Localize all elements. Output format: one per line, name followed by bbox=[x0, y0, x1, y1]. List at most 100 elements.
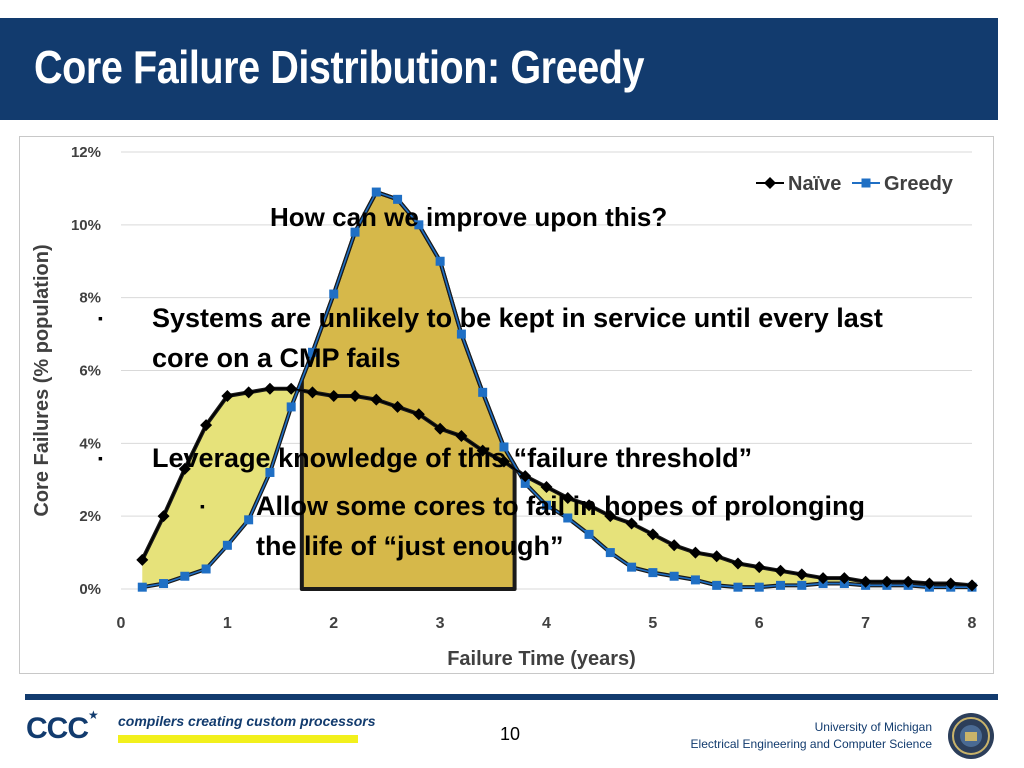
data-point bbox=[393, 194, 403, 204]
footer-divider bbox=[25, 694, 998, 700]
data-point bbox=[476, 444, 489, 457]
x-tick-label: 8 bbox=[968, 615, 977, 632]
data-point bbox=[435, 256, 445, 266]
data-point bbox=[178, 462, 191, 475]
data-point bbox=[668, 539, 681, 552]
data-point bbox=[370, 393, 383, 406]
y-tick-label: 2% bbox=[79, 508, 101, 525]
sub-bullet-text: Allow some cores to fail in hopes of pro… bbox=[256, 491, 866, 561]
data-point bbox=[520, 478, 530, 488]
series-line bbox=[142, 191, 972, 588]
y-axis-label: Core Failures (% population) bbox=[31, 244, 53, 516]
data-point bbox=[434, 422, 447, 435]
data-point bbox=[795, 568, 808, 581]
tagline-highlight bbox=[118, 735, 358, 743]
data-point bbox=[350, 227, 360, 237]
data-point bbox=[733, 582, 743, 592]
title-bar bbox=[0, 18, 998, 120]
data-point bbox=[244, 515, 254, 525]
data-point bbox=[838, 572, 851, 585]
data-point bbox=[519, 470, 532, 483]
x-tick-label: 0 bbox=[117, 615, 126, 632]
data-point bbox=[414, 220, 424, 230]
data-point bbox=[371, 187, 381, 197]
x-tick-label: 5 bbox=[648, 615, 657, 632]
series-line bbox=[141, 387, 973, 587]
data-point bbox=[923, 577, 936, 590]
x-tick-label: 3 bbox=[436, 615, 445, 632]
data-point bbox=[712, 580, 722, 590]
data-point bbox=[159, 579, 169, 589]
data-point bbox=[563, 513, 573, 523]
x-tick-label: 6 bbox=[755, 615, 764, 632]
data-point bbox=[605, 548, 615, 558]
department-name: Electrical Engineering and Computer Scie… bbox=[690, 737, 932, 751]
ccc-logo: CCC bbox=[26, 712, 89, 745]
data-point bbox=[753, 561, 766, 574]
data-point bbox=[648, 568, 658, 578]
data-point bbox=[221, 389, 234, 402]
data-point bbox=[627, 562, 637, 572]
data-point bbox=[412, 408, 425, 421]
data-point bbox=[478, 387, 488, 397]
data-point bbox=[583, 499, 596, 512]
legend-marker bbox=[861, 178, 871, 188]
data-point bbox=[329, 289, 339, 299]
x-axis-label: Failure Time (years) bbox=[447, 648, 636, 670]
university-name: University of Michigan bbox=[814, 720, 932, 734]
data-point bbox=[286, 402, 296, 412]
slide-title: Core Failure Distribution: Greedy bbox=[34, 41, 645, 93]
x-tick-label: 1 bbox=[223, 615, 232, 632]
x-tick-label: 4 bbox=[542, 615, 551, 632]
legend-marker bbox=[764, 177, 776, 189]
data-point bbox=[242, 386, 255, 399]
data-point bbox=[327, 389, 340, 402]
chart-frame: 0% 2% 4% 6% 8% 10% 12% 0 1 2 3 4 5 6 7 8 Failure Time (y… bbox=[19, 136, 994, 674]
data-point bbox=[137, 582, 147, 592]
data-point bbox=[689, 546, 702, 559]
data-point bbox=[797, 580, 807, 590]
data-point bbox=[584, 529, 594, 539]
data-point bbox=[669, 571, 679, 581]
star-icon: ★ bbox=[88, 708, 99, 722]
data-point bbox=[690, 575, 700, 585]
data-point bbox=[200, 419, 213, 432]
data-point bbox=[625, 517, 638, 530]
bullet-marker: ▪ bbox=[98, 450, 103, 466]
data-point bbox=[542, 500, 551, 510]
data-point bbox=[456, 329, 466, 339]
data-point bbox=[285, 382, 298, 395]
data-point bbox=[646, 528, 659, 541]
bullet-text-1: Systems are unlikely to be kept in servi… bbox=[152, 303, 883, 373]
data-point bbox=[966, 579, 978, 592]
data-point bbox=[817, 572, 830, 585]
y-tick-label: 12% bbox=[71, 144, 101, 161]
data-point bbox=[201, 564, 211, 574]
data-point bbox=[776, 580, 786, 590]
legend-label: Greedy bbox=[884, 173, 954, 195]
page-number: 10 bbox=[500, 724, 521, 744]
data-point bbox=[263, 382, 276, 395]
data-point bbox=[306, 386, 319, 399]
data-point bbox=[561, 491, 574, 504]
data-point bbox=[391, 400, 404, 413]
y-tick-label: 6% bbox=[79, 363, 101, 380]
data-point bbox=[859, 575, 872, 588]
data-point bbox=[307, 347, 317, 357]
data-point bbox=[180, 571, 190, 581]
y-tick-label: 4% bbox=[79, 435, 101, 452]
data-point bbox=[136, 553, 149, 566]
data-point bbox=[265, 467, 275, 477]
data-point bbox=[944, 577, 957, 590]
bullet-text-2: Leverage knowledge of this “failure thre… bbox=[152, 443, 753, 473]
data-point bbox=[499, 442, 509, 452]
data-point bbox=[455, 430, 468, 443]
university-affiliation: University of Michigan Electrical Engine… bbox=[691, 719, 932, 753]
data-point bbox=[222, 540, 232, 550]
x-tick-label: 7 bbox=[861, 615, 870, 632]
sub-bullet-marker: ▪ bbox=[200, 498, 205, 514]
data-point bbox=[349, 389, 362, 402]
university-seal-icon bbox=[948, 713, 994, 759]
bullet-marker: ▪ bbox=[98, 310, 103, 326]
data-point bbox=[497, 455, 510, 468]
